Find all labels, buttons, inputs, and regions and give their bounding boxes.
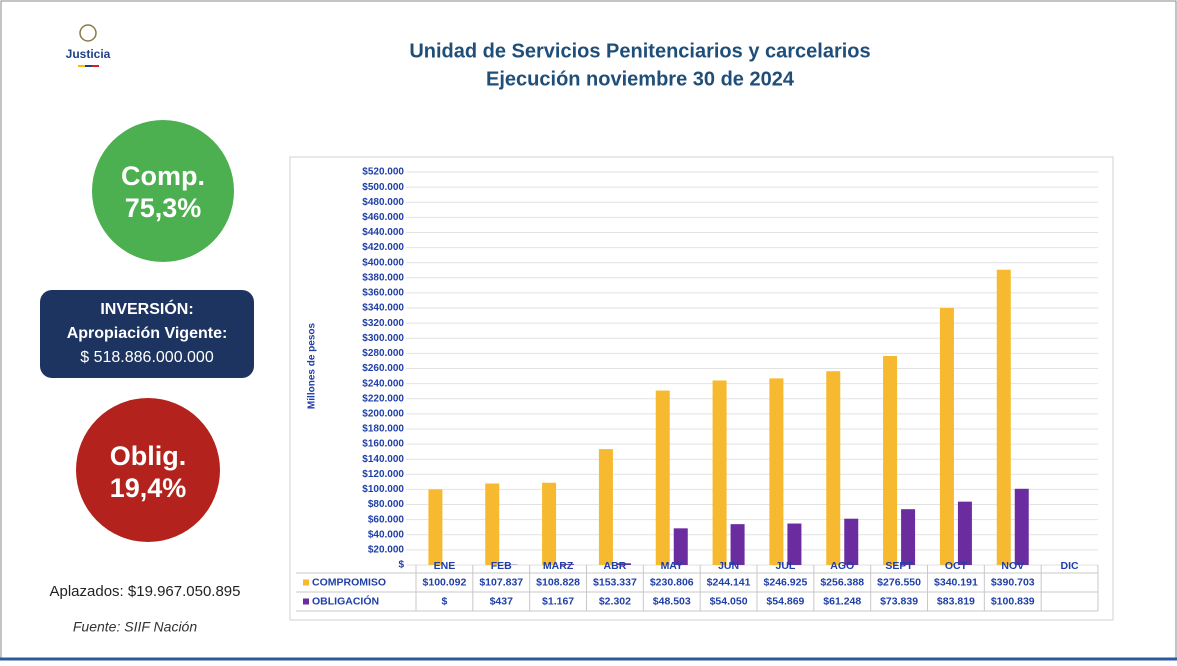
y-tick-label: $400.000 bbox=[362, 257, 404, 268]
bar bbox=[844, 519, 858, 565]
legend-label: OBLIGACIÓN bbox=[312, 594, 379, 607]
x-tick-label: FEB bbox=[491, 560, 512, 572]
aplazados: Aplazados: $19.967.050.895 bbox=[50, 583, 241, 600]
flag bbox=[92, 65, 99, 67]
value-label: $83.819 bbox=[937, 595, 975, 607]
value-label: $61.248 bbox=[823, 595, 861, 607]
flag bbox=[78, 65, 85, 67]
legend-label: COMPROMISO bbox=[312, 576, 386, 588]
y-tick-label: $520.000 bbox=[362, 167, 404, 178]
x-tick-label: JUL bbox=[775, 560, 795, 572]
y-tick-label: $160.000 bbox=[362, 439, 404, 450]
x-tick-label: MARZ bbox=[543, 560, 574, 572]
brand: Justicia bbox=[66, 47, 111, 61]
x-tick-label: ABR bbox=[604, 560, 627, 572]
y-tick-label: $480.000 bbox=[362, 197, 404, 208]
bar bbox=[883, 356, 897, 565]
value-label: $73.839 bbox=[880, 595, 918, 607]
x-tick-label: NOV bbox=[1001, 560, 1024, 572]
y-tick-label: $100.000 bbox=[362, 484, 404, 495]
flag bbox=[85, 65, 92, 67]
y-tick-label: $340.000 bbox=[362, 303, 404, 314]
legend-swatch bbox=[303, 599, 309, 605]
bar bbox=[787, 524, 801, 565]
inv-title: INVERSIÓN: bbox=[100, 299, 193, 318]
y-tick-label: $380.000 bbox=[362, 272, 404, 283]
value-label: $230.806 bbox=[650, 576, 694, 588]
value-label: $54.050 bbox=[710, 595, 748, 607]
y-tick-label: $220.000 bbox=[362, 393, 404, 404]
bar bbox=[485, 484, 499, 565]
bar bbox=[713, 380, 727, 565]
y-tick-label: $360.000 bbox=[362, 288, 404, 299]
x-tick-label: ENE bbox=[434, 560, 456, 572]
y-tick-label: $60.000 bbox=[368, 514, 405, 525]
y-tick-label: $460.000 bbox=[362, 212, 404, 223]
value-label: $54.869 bbox=[766, 595, 804, 607]
bar bbox=[769, 378, 783, 565]
x-tick-label: AGO bbox=[830, 560, 854, 572]
x-tick-label: OCT bbox=[945, 560, 968, 572]
source: Fuente: SIIF Nación bbox=[73, 619, 197, 635]
value-label: $390.703 bbox=[991, 576, 1035, 588]
y-tick-label: $200.000 bbox=[362, 408, 404, 419]
y-tick-label: $500.000 bbox=[362, 182, 404, 193]
y-tick-label: $420.000 bbox=[362, 242, 404, 253]
bar bbox=[997, 270, 1011, 565]
y-tick-label: $20.000 bbox=[368, 545, 405, 556]
value-label: $1.167 bbox=[542, 595, 574, 607]
bar bbox=[428, 489, 442, 565]
y-tick-label: $240.000 bbox=[362, 378, 404, 389]
bar bbox=[940, 308, 954, 565]
x-tick-label: MAY bbox=[661, 560, 683, 572]
y-tick-label: $140.000 bbox=[362, 454, 404, 465]
oblig-label: Oblig. bbox=[110, 441, 187, 471]
y-tick-label: $120.000 bbox=[362, 469, 404, 480]
oblig-value: 19,4% bbox=[110, 473, 187, 503]
comp-label: Comp. bbox=[121, 161, 205, 191]
y-tick-label: $180.000 bbox=[362, 424, 404, 435]
value-label: $256.388 bbox=[820, 576, 864, 588]
x-tick-label: JUN bbox=[718, 560, 739, 572]
bar bbox=[826, 371, 840, 565]
x-tick-label: DIC bbox=[1061, 560, 1080, 572]
y-tick-label: $440.000 bbox=[362, 227, 404, 238]
value-label: $107.837 bbox=[479, 576, 523, 588]
value-label: $244.141 bbox=[707, 576, 751, 588]
y-tick-label: $280.000 bbox=[362, 348, 404, 359]
y-tick-label: $ bbox=[398, 560, 404, 571]
value-label: $340.191 bbox=[934, 576, 978, 588]
legend-swatch bbox=[303, 580, 309, 586]
comp-value: 75,3% bbox=[125, 193, 202, 223]
y-tick-label: $260.000 bbox=[362, 363, 404, 374]
value-label: $48.503 bbox=[653, 595, 691, 607]
value-label: $437 bbox=[490, 595, 514, 607]
y-axis-label: Millones de pesos bbox=[307, 322, 318, 409]
chart-title: Unidad de Servicios Penitenciarios y car… bbox=[409, 40, 870, 62]
value-label: $246.925 bbox=[764, 576, 808, 588]
inv-amount: $ 518.886.000.000 bbox=[80, 349, 214, 366]
value-label: $100.839 bbox=[991, 595, 1035, 607]
chart-subtitle: Ejecución noviembre 30 de 2024 bbox=[486, 68, 795, 90]
inv-subtitle: Apropiación Vigente: bbox=[67, 325, 228, 342]
y-tick-label: $300.000 bbox=[362, 333, 404, 344]
bar bbox=[542, 483, 556, 565]
value-label: $276.550 bbox=[877, 576, 921, 588]
value-label: $153.337 bbox=[593, 576, 637, 588]
bar bbox=[958, 502, 972, 565]
y-tick-label: $320.000 bbox=[362, 318, 404, 329]
chart-frame bbox=[290, 157, 1113, 620]
value-label: $ bbox=[441, 595, 447, 607]
bar bbox=[901, 509, 915, 565]
y-tick-label: $40.000 bbox=[368, 529, 405, 540]
bar bbox=[656, 391, 670, 565]
value-label: $2.302 bbox=[599, 595, 631, 607]
value-label: $108.828 bbox=[536, 576, 580, 588]
bar bbox=[1015, 489, 1029, 565]
value-label: $100.092 bbox=[423, 576, 467, 588]
x-tick-label: SEPT bbox=[885, 560, 913, 572]
bar bbox=[599, 449, 613, 565]
y-tick-label: $80.000 bbox=[368, 499, 405, 510]
